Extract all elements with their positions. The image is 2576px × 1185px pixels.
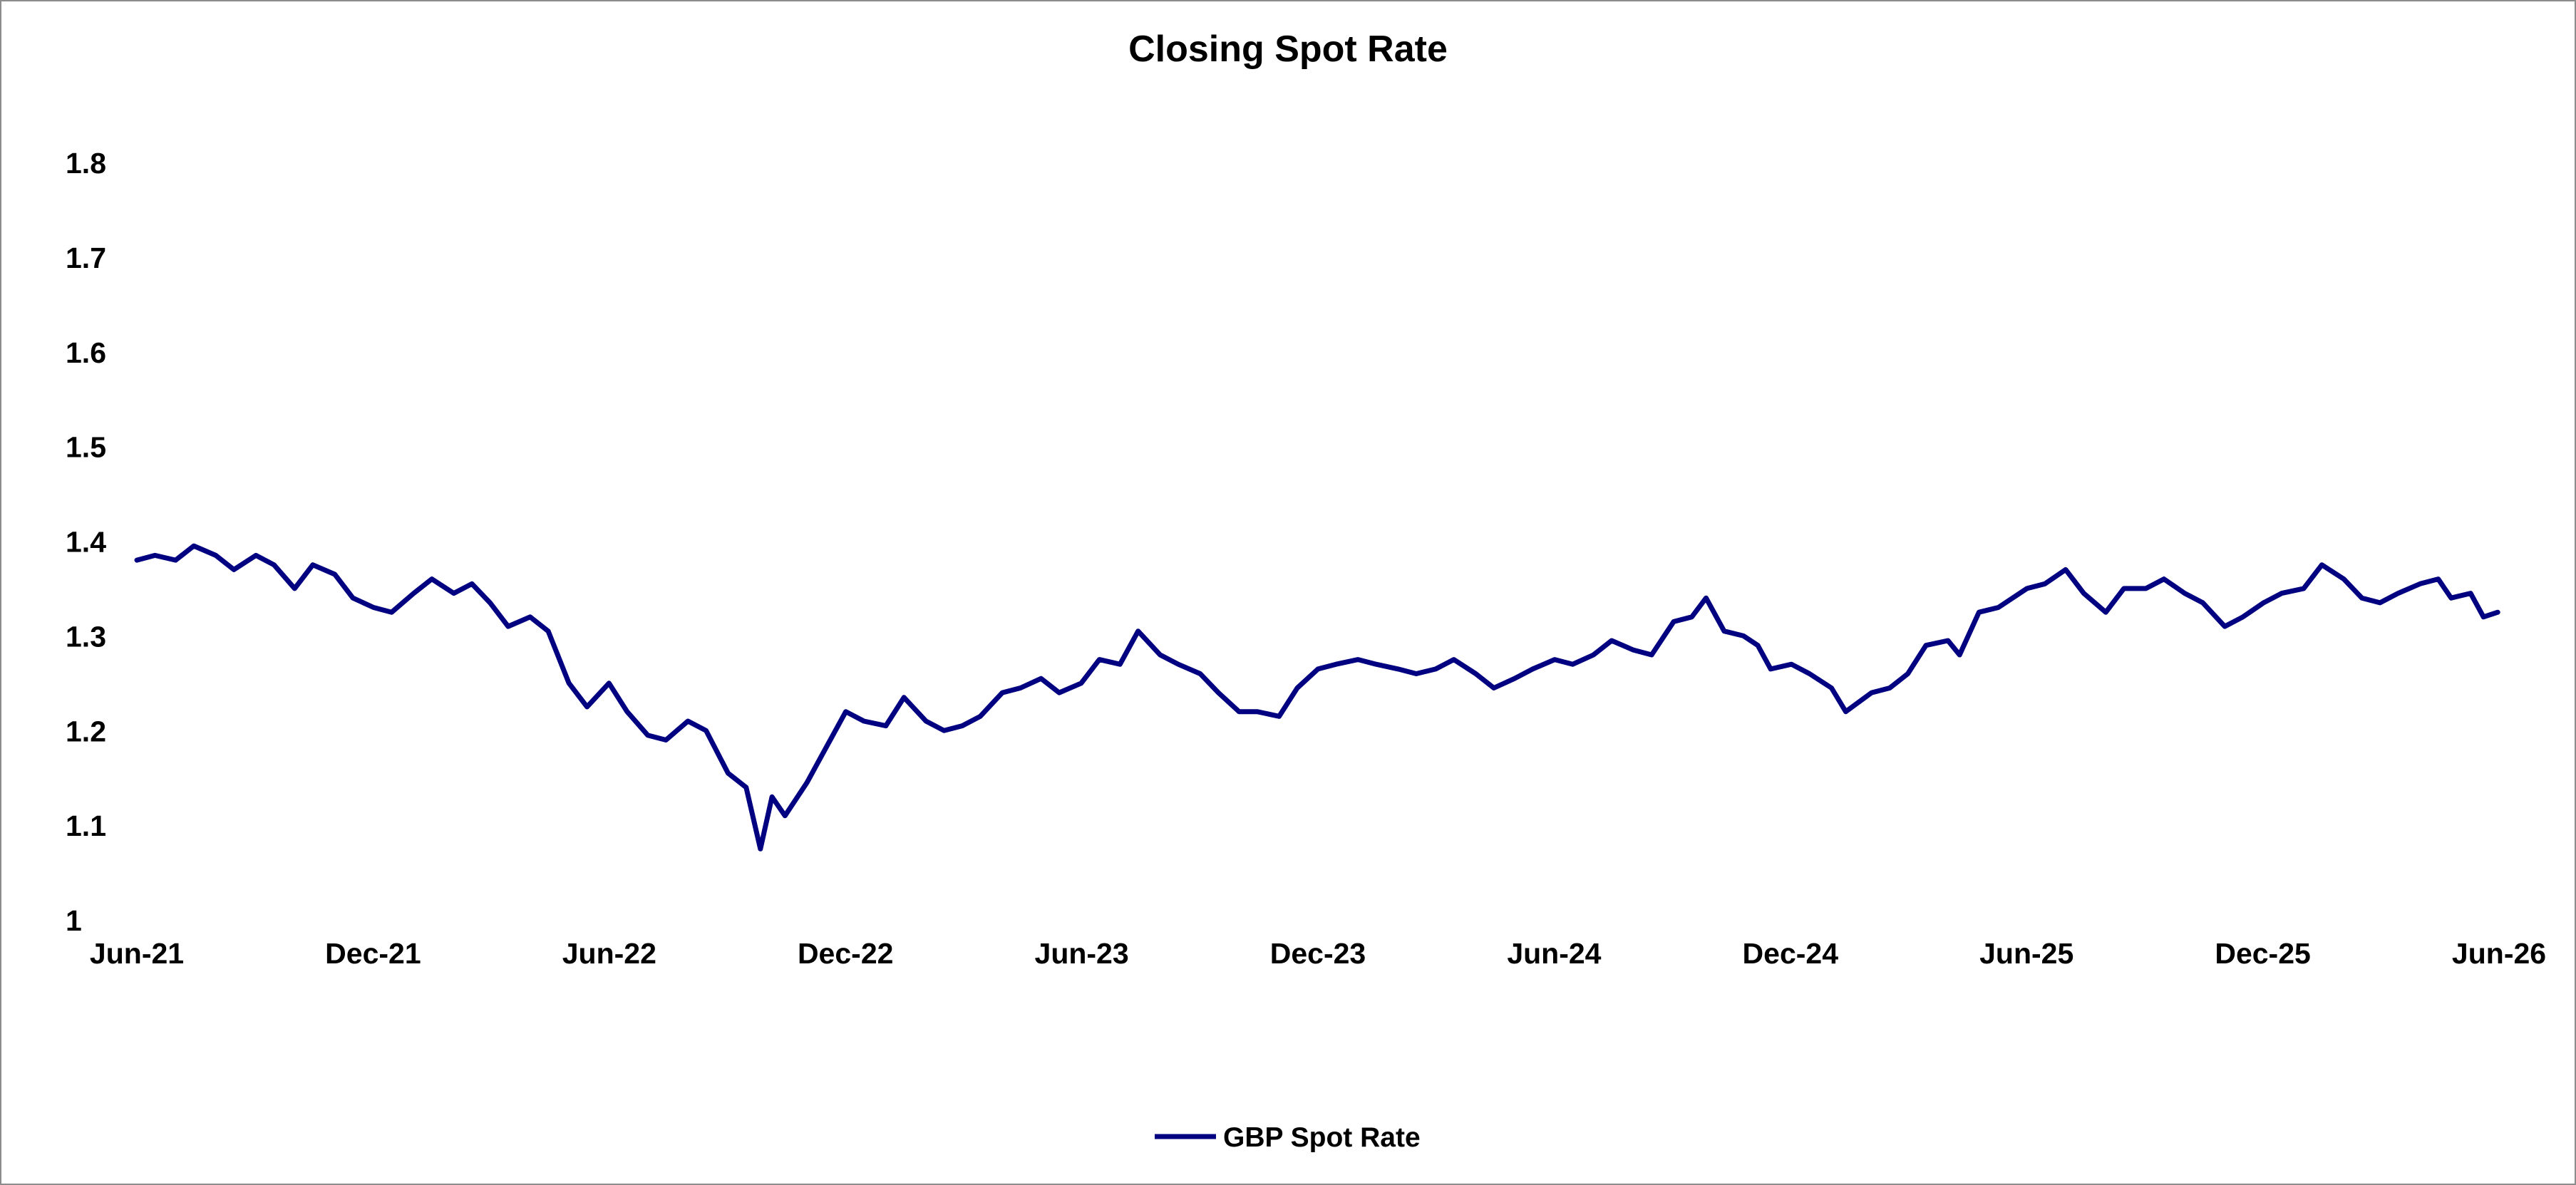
y-tick-label: 1 bbox=[66, 904, 82, 937]
x-axis-ticks: Jun-21 Dec-21 Jun-22 Dec-22 Jun-23 Dec-23 Jun-… bbox=[90, 937, 2546, 970]
y-tick-label: 1.7 bbox=[66, 242, 106, 274]
x-tick-label: Jun-23 bbox=[1035, 937, 1129, 970]
x-tick-label: Dec-23 bbox=[1270, 937, 1366, 970]
x-tick-label: Jun-21 bbox=[90, 937, 184, 970]
x-tick-label: Dec-21 bbox=[325, 937, 421, 970]
x-tick-label: Jun-26 bbox=[2452, 937, 2546, 970]
y-tick-label: 1.8 bbox=[66, 147, 106, 180]
y-tick-label: 1.2 bbox=[66, 715, 106, 747]
y-tick-label: 1.4 bbox=[66, 526, 106, 559]
x-tick-label: Dec-24 bbox=[1743, 937, 1839, 970]
y-tick-label: 1.3 bbox=[66, 620, 106, 653]
y-tick-label: 1.5 bbox=[66, 431, 106, 464]
y-axis-ticks: 1 1.1 1.2 1.3 1.4 1.5 1.6 1.7 1.8 bbox=[66, 147, 106, 937]
legend-label: GBP Spot Rate bbox=[1223, 1122, 1421, 1153]
x-tick-label: Dec-25 bbox=[2215, 937, 2310, 970]
x-tick-label: Jun-22 bbox=[562, 937, 656, 970]
x-tick-label: Jun-25 bbox=[1979, 937, 2073, 970]
x-tick-label: Dec-22 bbox=[798, 937, 893, 970]
series-line-gbp-spot-rate bbox=[134, 543, 2500, 852]
y-tick-label: 1.6 bbox=[66, 336, 106, 369]
x-tick-label: Jun-24 bbox=[1507, 937, 1601, 970]
legend: GBP Spot Rate bbox=[1155, 1122, 1421, 1153]
chart-title: Closing Spot Rate bbox=[1128, 29, 1448, 70]
y-tick-label: 1.1 bbox=[66, 809, 106, 842]
